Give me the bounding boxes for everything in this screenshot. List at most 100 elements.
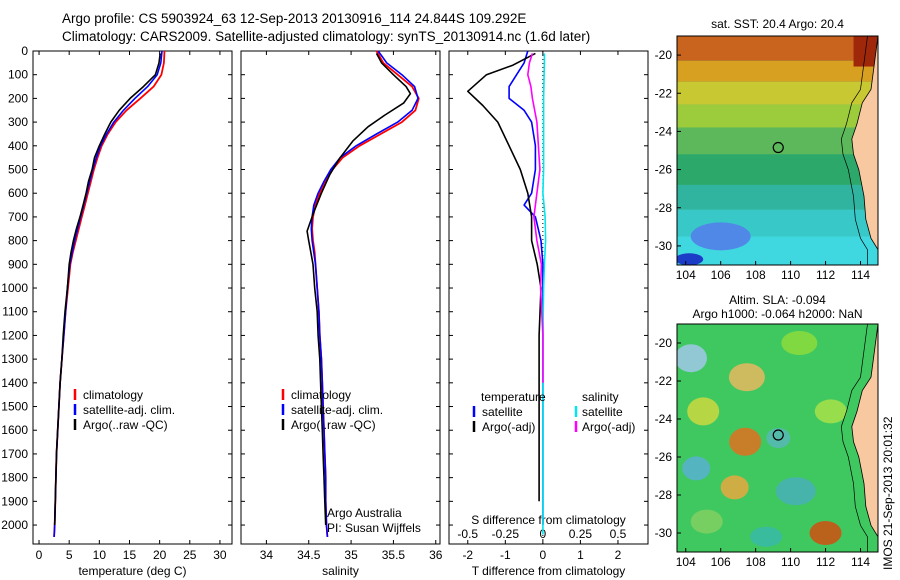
diff-t-tick-label: 0 xyxy=(540,548,547,562)
sst_map-x-tick-label: 106 xyxy=(711,268,731,282)
salinity-legend-label: Argo(..raw -QC) xyxy=(291,418,376,432)
sla-anomaly-blob xyxy=(728,363,765,392)
difference-axes-box xyxy=(448,50,649,545)
sst-cool-patch xyxy=(690,222,751,251)
sla_map-x-tick-label: 110 xyxy=(781,555,800,569)
sla_map-land xyxy=(851,324,878,552)
diff-top-xlabel: S difference from climatology xyxy=(471,513,626,527)
temperature-xlabel: temperature (deg C) xyxy=(78,564,186,578)
depth-tick-label: 1900 xyxy=(1,494,28,508)
sst_map-y-tick-label: -22 xyxy=(655,86,673,100)
salinity-x-tick-label: 35 xyxy=(344,548,358,562)
depth-tick-label: 200 xyxy=(8,91,28,105)
sst-band xyxy=(677,60,878,82)
temperature-series-argo-raw-qc- xyxy=(53,53,161,526)
sla-anomaly-blob xyxy=(682,456,711,481)
sla-anomaly-blob xyxy=(690,509,723,534)
salinity-series-satellite-adj-clim- xyxy=(310,50,419,537)
sla_map-x-tick-label: 104 xyxy=(676,555,696,569)
depth-tick-label: 1800 xyxy=(1,471,28,485)
sla-anomaly-blob xyxy=(781,331,818,355)
depth-tick-label: 500 xyxy=(8,163,28,177)
sst-band xyxy=(677,184,878,210)
sst_map-y-tick-label: -24 xyxy=(655,124,673,138)
sla_map-argo-position-marker xyxy=(772,429,784,441)
depth-tick-label: 800 xyxy=(8,234,28,248)
diff-legend-label: satellite xyxy=(582,405,623,419)
difference-series-temperature-argo-adj- xyxy=(466,52,542,502)
sst_map-x-tick-label: 104 xyxy=(676,268,696,282)
sst-band xyxy=(677,127,878,155)
sla_map-y-tick-label: -20 xyxy=(655,336,673,350)
diff-legend-label: Argo(-adj) xyxy=(582,420,635,434)
sla_map-y-tick-label: -28 xyxy=(655,488,673,502)
sla_map-x-tick-label: 108 xyxy=(746,555,766,569)
sla-anomaly-blob xyxy=(766,428,791,448)
depth-tick-label: 1500 xyxy=(1,400,28,414)
sst_map-x-tick-label: 114 xyxy=(851,268,870,282)
diff-legend-title-temperature: temperature xyxy=(481,390,546,404)
depth-tick-label: 1100 xyxy=(2,305,28,319)
depth-tick-label: 300 xyxy=(8,115,28,129)
diff-s-tick-label: -0.25 xyxy=(492,527,520,541)
temperature-legend-label: satellite-adj. clim. xyxy=(83,403,175,417)
sla-anomaly-blob xyxy=(720,475,749,500)
difference-panel: -2 -1 0 1 2-0.5 -0.25 0 0.25 0.5S difference fro… xyxy=(448,50,649,578)
sst-cold-patch xyxy=(677,253,704,265)
credit-annotation: Argo Australia xyxy=(327,506,402,520)
depth-tick-label: 2000 xyxy=(1,518,28,532)
sla_map-y-tick-label: -26 xyxy=(655,450,673,464)
sst_map-y-tick-label: -26 xyxy=(655,163,673,177)
depth-tick-label: 1400 xyxy=(1,376,28,390)
sst_map-x-tick-label: 110 xyxy=(781,268,800,282)
sst_map-title: sat. SST: 20.4 Argo: 20.4 xyxy=(711,17,844,31)
depth-tick-label: 900 xyxy=(8,257,28,271)
depth-tick-label: 700 xyxy=(8,210,28,224)
depth-tick-label: 400 xyxy=(8,139,28,153)
diff-legend-label: satellite xyxy=(482,405,523,419)
temperature-axes-box xyxy=(32,50,233,545)
sla_map-y-tick-label: -24 xyxy=(655,412,673,426)
temperature-x-tick-label: 0 xyxy=(36,548,43,562)
sla_map-panel: 104 106 108 110 112 114 -20 -22 -24 -26 -28 -30 Alti… xyxy=(655,293,879,569)
salinity-xlabel: salinity xyxy=(322,564,359,578)
sla_map-y-tick-label: -30 xyxy=(655,526,673,540)
figure-title-line1: Argo profile: CS 5903924_63 12-Sep-2013 … xyxy=(62,11,527,26)
salinity-legend-label: satellite-adj. clim. xyxy=(291,403,383,417)
depth-tick-label: 100 xyxy=(8,68,28,82)
sst-band xyxy=(677,154,878,185)
sst_map-y-tick-label: -20 xyxy=(655,48,673,62)
credit-annotation: PI: Susan Wijffels xyxy=(327,521,421,535)
diff-s-tick-label: -0.5 xyxy=(457,527,478,541)
sst_map-y-tick-label: -30 xyxy=(655,239,673,253)
sla-anomaly-blob xyxy=(677,344,707,373)
diff-legend-title-salinity: salinity xyxy=(582,390,619,404)
figure-title-line2: Climatology: CARS2009. Satellite-adjuste… xyxy=(62,29,591,44)
sla_map-x-tick-label: 114 xyxy=(851,555,870,569)
difference-xlabel: T difference from climatology xyxy=(472,564,626,578)
sla_map-y-tick-label: -22 xyxy=(655,374,673,388)
diff-s-tick-label: 0.5 xyxy=(610,527,627,541)
salinity-panel: 34 34.5 35 35.5 36 salinity climatologysatelli… xyxy=(240,50,443,578)
difference-series-salinity-satellite xyxy=(542,53,547,535)
sst_map-x-tick-label: 112 xyxy=(816,268,835,282)
sst-band xyxy=(677,104,878,128)
side-label-wrap: IMOS 21-Sep-2013 20:01:32 xyxy=(881,416,895,570)
sst_map-panel: 104 106 108 110 112 114 -20 -22 -24 -26 -28 -30 sat.… xyxy=(655,17,879,282)
depth-tick-label: 0 xyxy=(21,44,28,58)
sst_map-land xyxy=(851,36,878,265)
salinity-x-tick-label: 35.5 xyxy=(382,548,406,562)
depth-tick-label: 1600 xyxy=(1,423,28,437)
sla_map-bathymetry-contour xyxy=(840,324,868,552)
difference-series-temperature-satellite xyxy=(508,50,544,525)
sla-anomaly-blob xyxy=(750,526,783,547)
side-timestamp-label: IMOS 21-Sep-2013 20:01:32 xyxy=(881,416,895,570)
temperature-legend-label: Argo(..raw -QC) xyxy=(83,418,168,432)
diff-t-tick-label: -2 xyxy=(462,548,473,562)
sla-anomaly-blob xyxy=(687,397,720,426)
sla_map-x-tick-label: 112 xyxy=(816,555,835,569)
diff-s-tick-label: 0.25 xyxy=(569,527,593,541)
sst_map-bathymetry-contour xyxy=(840,36,868,265)
sla_map-field xyxy=(677,324,878,552)
